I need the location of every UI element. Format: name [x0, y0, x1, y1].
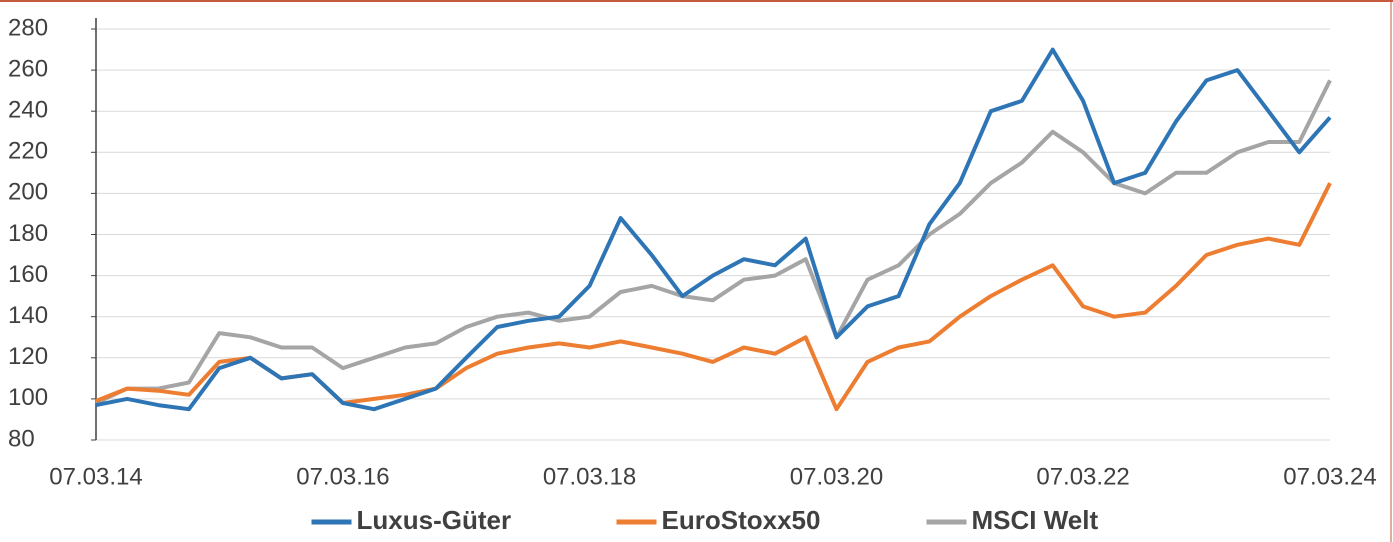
- y-tick-label: 280: [8, 14, 48, 41]
- y-tick-label: 100: [8, 384, 48, 411]
- x-tick-label: 07.03.16: [296, 463, 389, 490]
- y-tick-label: 120: [8, 343, 48, 370]
- legend-label: EuroStoxx50: [662, 505, 821, 535]
- y-tick-label: 200: [8, 179, 48, 206]
- series-line: [95, 79, 1332, 405]
- legend-label: Luxus-Güter: [357, 505, 512, 535]
- y-tick-label: 180: [8, 220, 48, 247]
- y-tick-label: 160: [8, 261, 48, 288]
- series-line: [95, 47, 1332, 412]
- x-tick-label: 07.03.18: [543, 463, 636, 490]
- y-tick-label: 140: [8, 302, 48, 329]
- y-tick-label: 80: [8, 425, 35, 452]
- x-tick-label: 07.03.20: [790, 463, 883, 490]
- x-tick-label: 07.03.22: [1036, 463, 1129, 490]
- y-tick-label: 220: [8, 138, 48, 165]
- legend-label: MSCI Welt: [972, 505, 1099, 535]
- series-line: [95, 182, 1332, 412]
- x-tick-label: 07.03.24: [1283, 463, 1376, 490]
- y-tick-label: 240: [8, 97, 48, 124]
- x-tick-label: 07.03.14: [49, 463, 142, 490]
- y-tick-label: 260: [8, 55, 48, 82]
